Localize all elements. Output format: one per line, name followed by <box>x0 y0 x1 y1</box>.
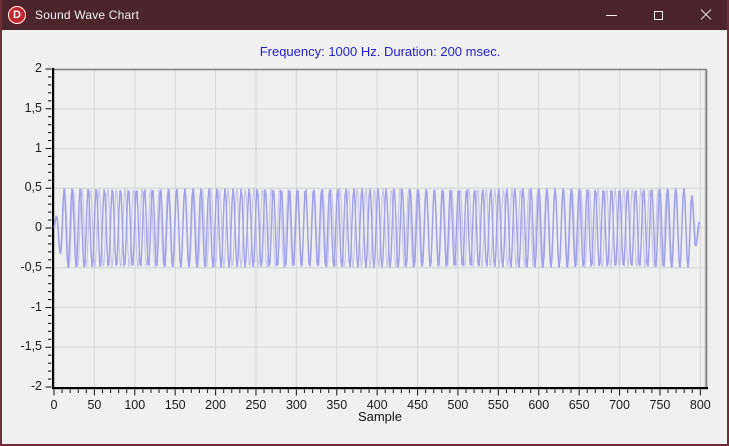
chart-panel: Frequency: 1000 Hz. Duration: 200 msec. … <box>2 30 727 444</box>
maximize-button[interactable] <box>635 0 682 30</box>
app-icon: D <box>8 6 26 24</box>
window-controls <box>588 0 727 30</box>
chart-title: Frequency: 1000 Hz. Duration: 200 msec. <box>259 44 501 59</box>
titlebar[interactable]: D Sound Wave Chart <box>2 0 727 30</box>
close-button[interactable] <box>682 0 727 30</box>
maximize-icon <box>654 10 663 20</box>
waveform-line <box>53 188 701 268</box>
window-title: Sound Wave Chart <box>35 8 140 22</box>
plot-area[interactable] <box>2 30 727 444</box>
x-axis-title: Sample <box>357 409 403 424</box>
minimize-button[interactable] <box>588 0 635 30</box>
close-icon <box>700 9 712 21</box>
x-axis-line <box>52 387 708 390</box>
y-axis-line <box>52 68 55 389</box>
minimize-icon <box>606 14 617 16</box>
